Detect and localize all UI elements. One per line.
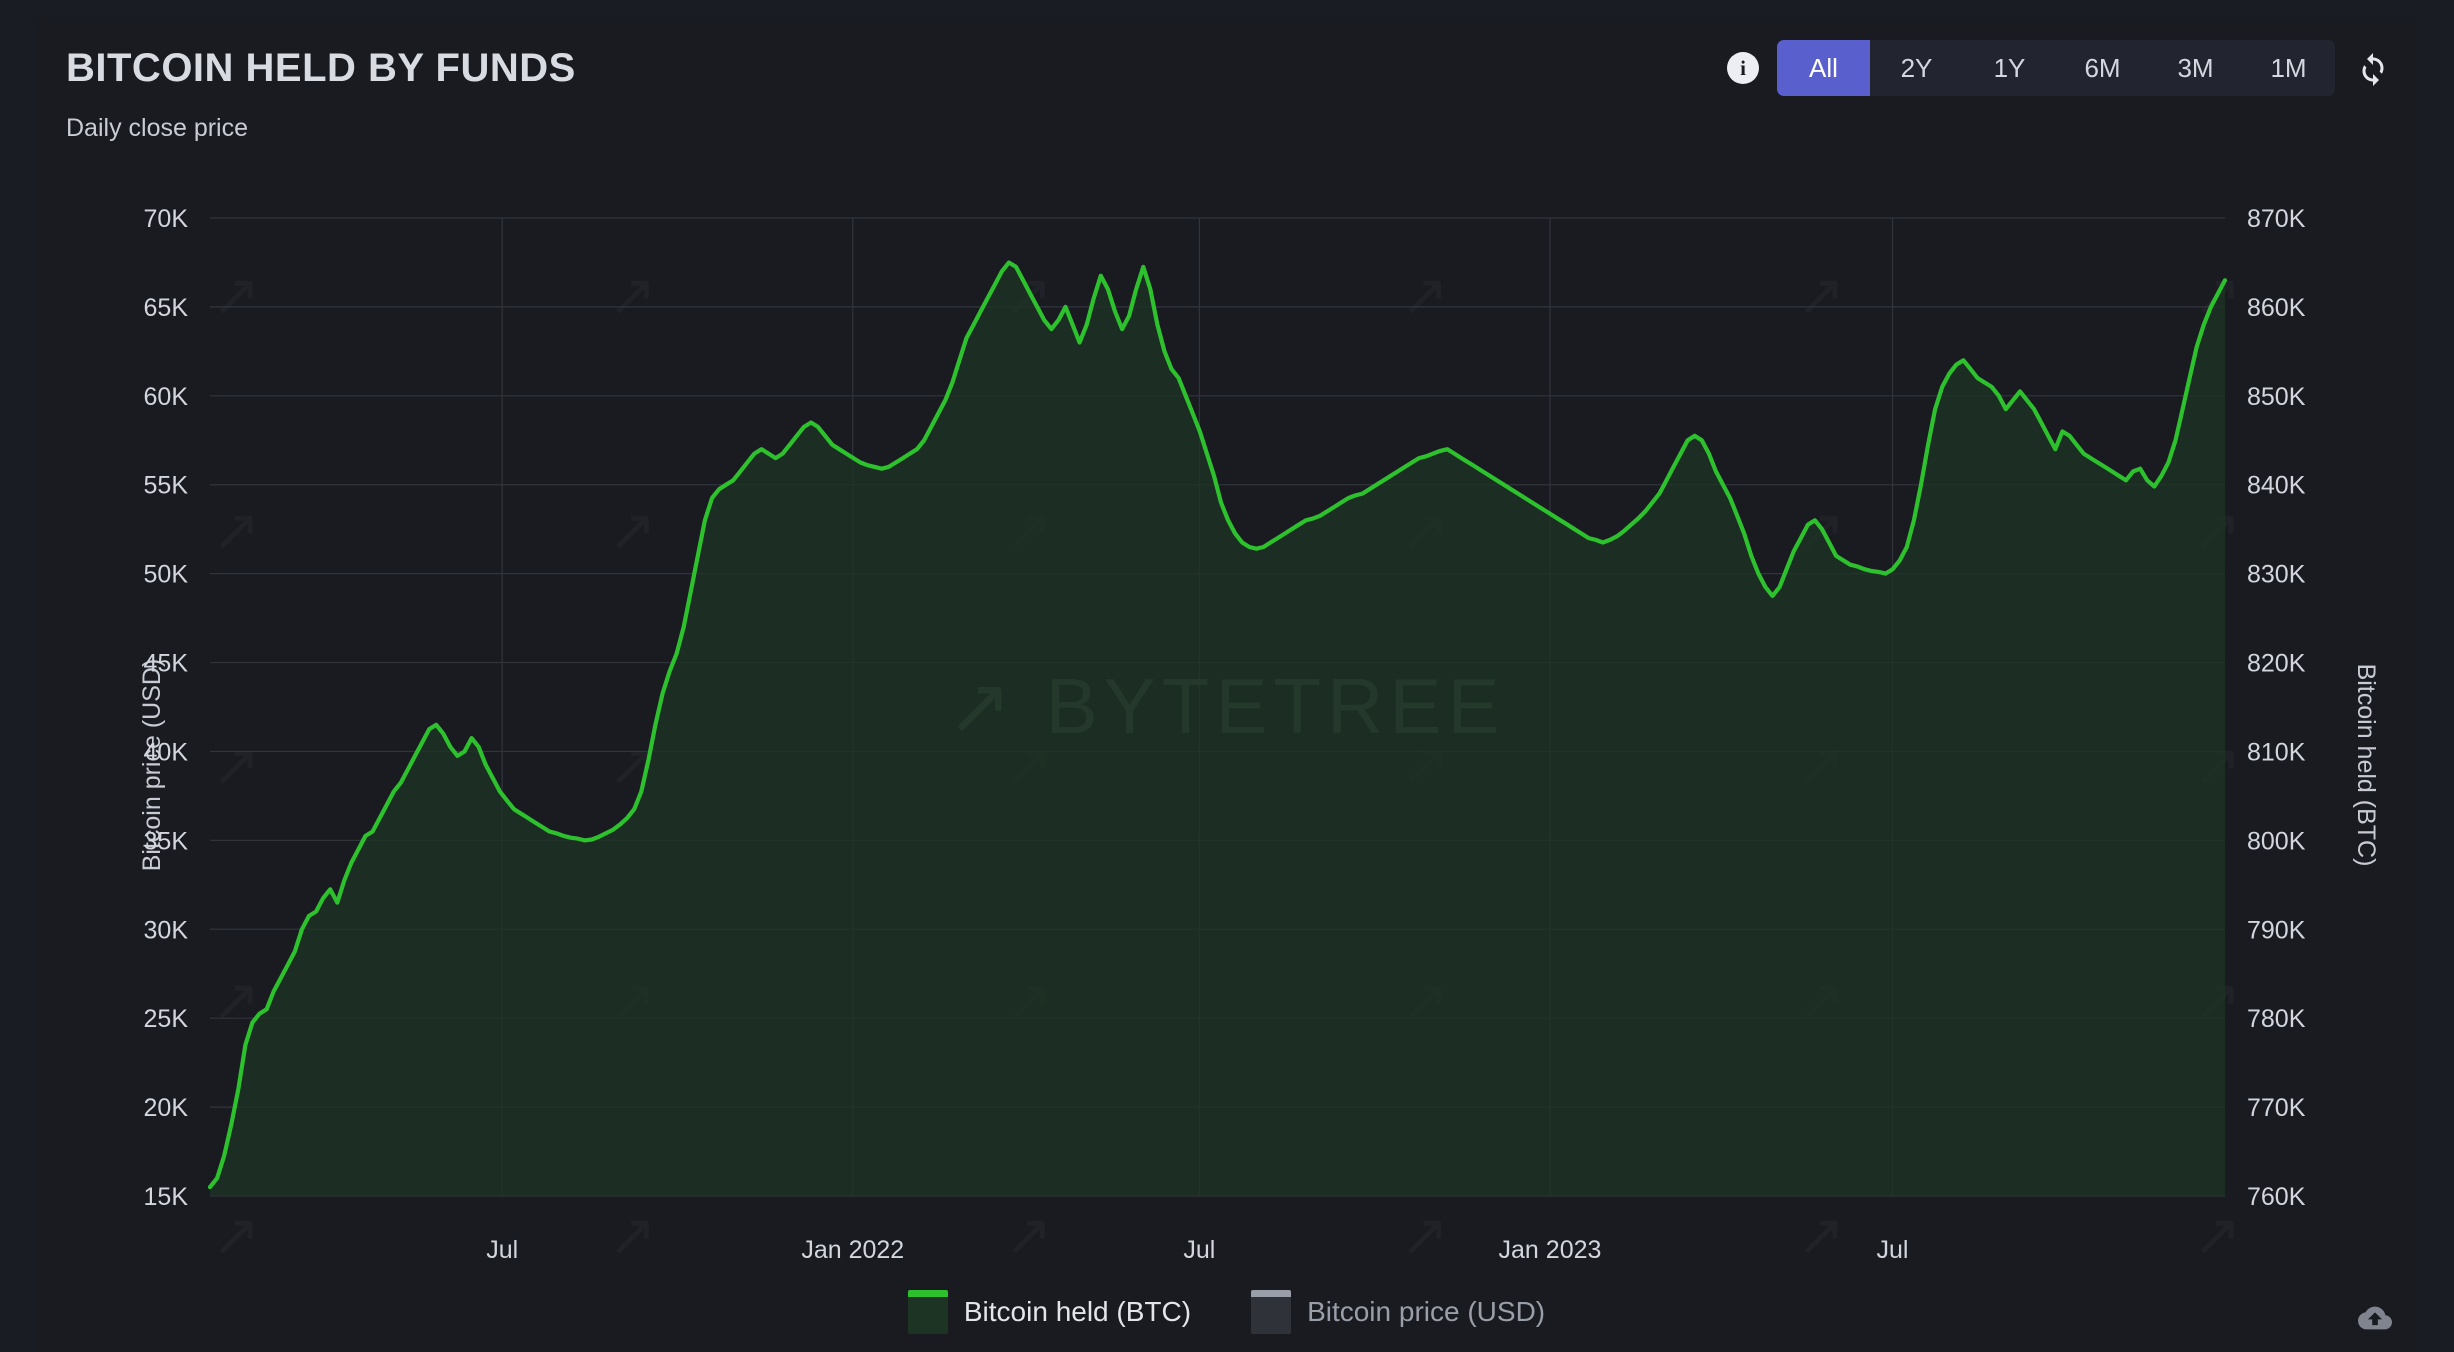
svg-text:40K: 40K xyxy=(144,738,189,766)
legend-swatch-green xyxy=(907,1290,948,1334)
svg-text:30K: 30K xyxy=(144,916,189,944)
legend-swatch-grey xyxy=(1251,1290,1292,1334)
svg-text:Jul: Jul xyxy=(486,1236,518,1264)
svg-text:70K: 70K xyxy=(144,205,189,233)
right-axis-ticks: 870K 860K 850K 840K 830K 820K 810K 800K 790K 780K… xyxy=(2247,205,2306,1211)
svg-text:Jul: Jul xyxy=(1183,1236,1215,1264)
range-button-1y[interactable]: 1Y xyxy=(1963,40,2056,96)
legend-item-bitcoin-price[interactable]: Bitcoin price (USD) xyxy=(1251,1290,1545,1334)
chart-card: BITCOIN HELD BY FUNDS Daily close price … xyxy=(38,18,2415,1352)
svg-text:830K: 830K xyxy=(2247,561,2306,589)
left-axis-ticks: 70K 65K 60K 55K 50K 45K 40K 35K 30K 25K 20K 15K xyxy=(144,205,189,1211)
range-selector-group: All 2Y 1Y 6M 3M 1M xyxy=(1777,40,2335,96)
svg-text:Jan 2023: Jan 2023 xyxy=(1499,1236,1602,1264)
svg-text:35K: 35K xyxy=(144,827,189,855)
svg-text:810K: 810K xyxy=(2247,738,2306,766)
info-icon[interactable]: i xyxy=(1727,52,1759,84)
svg-text:50K: 50K xyxy=(144,561,189,589)
legend-label-bitcoin-held: Bitcoin held (BTC) xyxy=(963,1296,1192,1327)
svg-text:850K: 850K xyxy=(2247,383,2306,411)
svg-text:790K: 790K xyxy=(2247,916,2306,944)
page-title: BITCOIN HELD BY FUNDS xyxy=(66,46,576,90)
svg-text:Jan 2022: Jan 2022 xyxy=(801,1236,904,1264)
svg-text:780K: 780K xyxy=(2247,1005,2306,1033)
range-button-6m[interactable]: 6M xyxy=(2056,40,2149,96)
svg-text:15K: 15K xyxy=(144,1183,189,1211)
svg-text:45K: 45K xyxy=(144,650,189,678)
chart-legend: Bitcoin held (BTC) Bitcoin price (USD) xyxy=(38,1290,2415,1334)
svg-text:840K: 840K xyxy=(2247,472,2306,500)
svg-text:25K: 25K xyxy=(144,1005,189,1033)
svg-text:60K: 60K xyxy=(144,383,189,411)
card-header: BITCOIN HELD BY FUNDS Daily close price … xyxy=(38,18,2415,178)
svg-text:800K: 800K xyxy=(2247,827,2306,855)
x-axis-ticks: Jul Jan 2022 Jul Jan 2023 Jul xyxy=(486,1236,1908,1264)
range-button-3m[interactable]: 3M xyxy=(2149,40,2242,96)
cloud-download-icon[interactable] xyxy=(2347,1290,2403,1346)
chart-subtitle: Daily close price xyxy=(66,114,249,142)
legend-label-bitcoin-price: Bitcoin price (USD) xyxy=(1307,1296,1546,1327)
range-button-all[interactable]: All xyxy=(1777,40,1870,96)
chart-toolbar: i All 2Y 1Y 6M 3M 1M xyxy=(1727,40,2393,96)
svg-text:860K: 860K xyxy=(2247,294,2306,322)
range-button-1m[interactable]: 1M xyxy=(2242,40,2335,96)
svg-text:820K: 820K xyxy=(2247,650,2306,678)
svg-text:55K: 55K xyxy=(144,472,189,500)
series-area-bitcoin-held xyxy=(210,262,2225,1196)
svg-text:Jul: Jul xyxy=(1877,1236,1909,1264)
refresh-icon[interactable] xyxy=(2353,48,2393,88)
legend-item-bitcoin-held[interactable]: Bitcoin held (BTC) xyxy=(907,1290,1192,1334)
range-button-2y[interactable]: 2Y xyxy=(1870,40,1963,96)
chart-plot-area: ↗ ↗ ↗ ↗ ↗ ↗ ↗ ↗ ↗ ↗ ↗ ↗ ↗ ↗ ↗ ↗ ↗ ↗ ↗ ↗ … xyxy=(38,178,2415,1352)
chart-canvas[interactable]: ↗ BYTETREE 70K65K60K55K50K45K40K35K30K25… xyxy=(38,178,2415,1352)
svg-text:20K: 20K xyxy=(144,1094,189,1122)
svg-text:770K: 770K xyxy=(2247,1094,2306,1122)
series-line-bitcoin-held xyxy=(207,260,2228,1190)
svg-text:870K: 870K xyxy=(2247,205,2306,233)
svg-text:65K: 65K xyxy=(144,294,189,322)
svg-text:760K: 760K xyxy=(2247,1183,2306,1211)
